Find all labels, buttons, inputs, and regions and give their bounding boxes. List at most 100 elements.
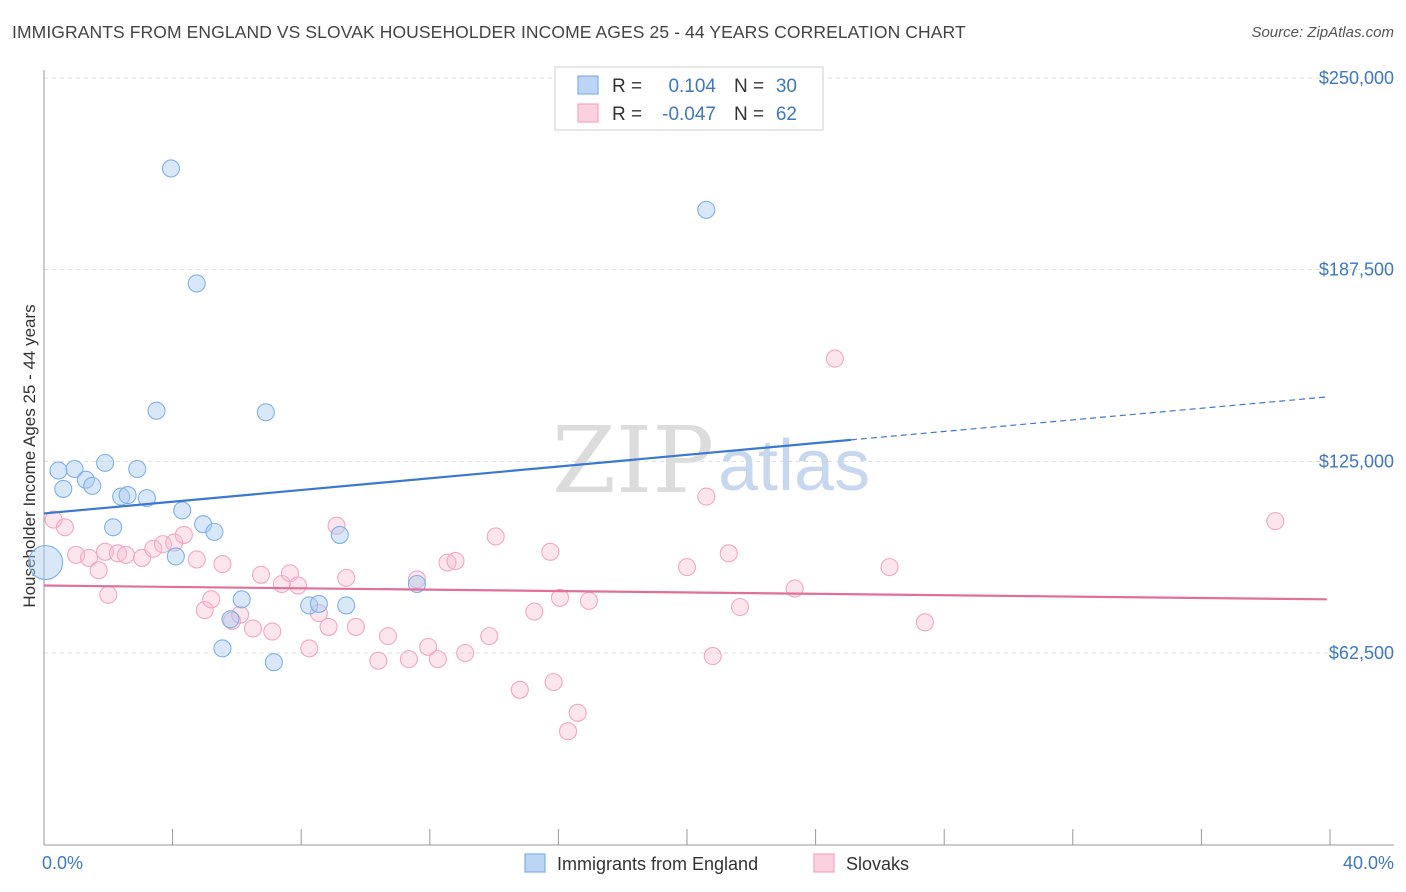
point-england <box>96 453 115 472</box>
point-england <box>232 590 251 609</box>
bottom-legend: Immigrants from England Slovaks <box>524 853 909 874</box>
point-england <box>213 639 232 658</box>
point-slovaks <box>288 576 308 595</box>
point-slovaks <box>213 555 232 574</box>
point-slovaks <box>419 637 438 656</box>
point-slovaks <box>730 597 750 617</box>
point-slovaks <box>378 627 398 646</box>
point-slovaks <box>541 542 560 561</box>
point-slovaks <box>550 588 570 607</box>
point-slovaks <box>525 602 544 621</box>
y-tick-label: $187,500 <box>1319 260 1394 280</box>
bottom-legend-label-slovaks: Slovaks <box>846 854 909 874</box>
point-slovaks <box>243 619 263 638</box>
point-slovaks <box>446 551 465 571</box>
points-layer <box>28 159 1285 741</box>
point-slovaks <box>456 643 475 663</box>
y-tick-label: $250,000 <box>1319 68 1394 88</box>
point-slovaks <box>337 568 356 587</box>
point-slovaks <box>153 535 173 554</box>
trend-layer <box>43 396 1327 601</box>
legend-n-value-slovaks: 62 <box>776 104 797 125</box>
legend-n-label-slovaks: N = <box>734 104 764 125</box>
legend-swatch-slovaks <box>577 103 599 123</box>
point-slovaks <box>677 558 697 577</box>
point-england <box>137 489 156 508</box>
chart-title: IMMIGRANTS FROM ENGLAND VS SLOVAK HOUSEH… <box>12 22 966 42</box>
legend-r-value-england: 0.104 <box>668 76 716 97</box>
point-england <box>112 487 131 506</box>
watermark-atlas: atlas <box>718 426 870 506</box>
y-axis-label: Householder Income Ages 25 - 44 years <box>20 304 39 607</box>
point-slovaks <box>428 650 447 669</box>
point-england <box>300 596 319 615</box>
bottom-legend-label-england: Immigrants from England <box>557 854 758 874</box>
point-slovaks <box>251 565 271 584</box>
axes <box>43 70 1394 846</box>
point-england <box>83 476 102 495</box>
trend-line-england <box>43 438 852 515</box>
bottom-legend-swatch-england <box>524 853 546 873</box>
point-slovaks <box>719 544 738 563</box>
point-england <box>337 596 356 615</box>
point-slovaks <box>231 605 250 624</box>
point-slovaks <box>579 591 598 610</box>
x-tick-label-min: 0.0% <box>42 853 83 873</box>
legend-r-label-england: R = <box>612 76 642 97</box>
point-england <box>264 653 283 672</box>
point-slovaks <box>915 613 934 632</box>
point-slovaks <box>407 570 426 589</box>
legend-r-value-slovaks: -0.047 <box>662 104 716 125</box>
x-tick-label-max: 40.0% <box>1343 853 1394 873</box>
point-slovaks <box>480 627 499 646</box>
point-slovaks <box>346 617 365 636</box>
point-england <box>161 159 181 178</box>
point-slovaks <box>486 527 505 546</box>
point-england <box>147 401 166 420</box>
point-slovaks <box>202 590 221 609</box>
trend-line-england-projection <box>850 396 1327 441</box>
legend-swatch-england <box>577 75 599 95</box>
point-england <box>173 501 192 520</box>
point-england <box>104 518 123 537</box>
point-england <box>407 574 426 594</box>
point-slovaks <box>544 673 563 692</box>
point-slovaks <box>174 525 193 544</box>
point-slovaks <box>319 617 338 636</box>
point-slovaks <box>510 680 529 699</box>
point-slovaks <box>79 548 99 567</box>
gridlines <box>44 77 1394 654</box>
point-slovaks <box>99 585 118 604</box>
point-slovaks <box>369 651 388 670</box>
point-england <box>205 522 224 541</box>
point-slovaks <box>399 650 418 669</box>
y-tick-labels: $62,500 $125,000 $187,500 $250,000 <box>1319 68 1394 663</box>
trend-line-slovaks <box>43 584 1327 601</box>
point-england <box>65 459 84 479</box>
legend-n-value-england: 30 <box>776 76 797 97</box>
source-label: Source: ZipAtlas.com <box>1251 24 1394 41</box>
point-england <box>28 544 64 581</box>
point-slovaks <box>309 604 328 623</box>
point-slovaks <box>195 601 214 620</box>
point-slovaks <box>558 722 578 741</box>
point-slovaks <box>697 487 716 506</box>
point-slovaks <box>1266 512 1285 531</box>
y-tick-label: $62,500 <box>1329 643 1394 663</box>
point-england <box>256 403 275 422</box>
point-england <box>221 610 240 629</box>
point-slovaks <box>89 561 108 580</box>
point-slovaks <box>263 622 282 641</box>
point-england <box>118 486 137 505</box>
legend-r-label-slovaks: R = <box>612 104 642 125</box>
point-england <box>54 479 73 498</box>
y-tick-label: $125,000 <box>1319 451 1394 471</box>
point-slovaks <box>300 639 319 658</box>
bottom-legend-swatch-slovaks <box>813 853 835 873</box>
point-slovaks <box>116 545 136 564</box>
point-slovaks <box>568 703 587 722</box>
point-slovaks <box>165 533 184 552</box>
point-england <box>166 547 185 566</box>
point-england <box>49 461 68 480</box>
